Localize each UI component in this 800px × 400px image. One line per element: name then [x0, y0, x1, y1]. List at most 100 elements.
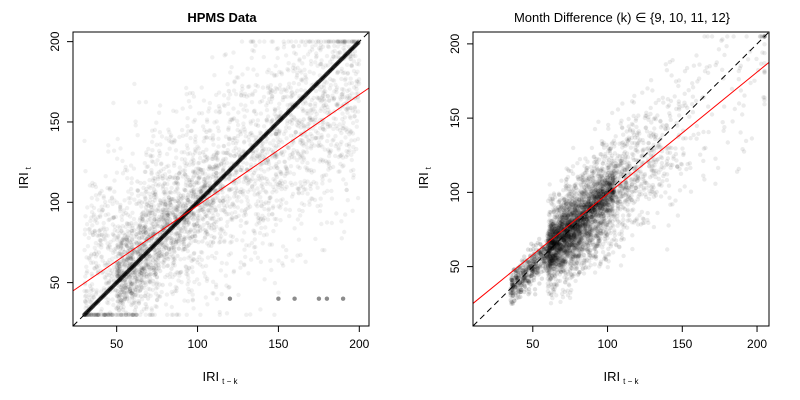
- data-point: [112, 189, 117, 194]
- data-point: [203, 154, 208, 159]
- data-point: [248, 312, 253, 317]
- data-point: [304, 76, 309, 82]
- data-point: [309, 141, 315, 146]
- data-point: [162, 180, 167, 186]
- data-point: [224, 311, 230, 316]
- data-point: [87, 226, 93, 232]
- data-point: [130, 151, 135, 156]
- data-point: [344, 142, 349, 148]
- data-point: [185, 268, 190, 273]
- data-point: [118, 205, 123, 210]
- data-point: [293, 39, 299, 44]
- data-point: [308, 58, 314, 64]
- data-point: [301, 117, 306, 122]
- data-point: [302, 187, 307, 192]
- data-point: [331, 54, 336, 59]
- data-point: [198, 189, 203, 194]
- data-point: [127, 214, 133, 219]
- data-point: [180, 174, 185, 179]
- data-point: [157, 182, 162, 187]
- data-point: [195, 213, 200, 219]
- data-point: [301, 149, 306, 154]
- data-point: [249, 184, 255, 189]
- data-point: [134, 240, 139, 246]
- data-point: [209, 156, 215, 161]
- data-point: [160, 183, 166, 188]
- data-point: [243, 220, 248, 226]
- data-point: [221, 144, 227, 149]
- data-point: [115, 156, 120, 161]
- data-point: [144, 201, 150, 207]
- data-point: [88, 253, 94, 259]
- data-point: [304, 150, 309, 155]
- data-point: [212, 73, 217, 78]
- data-point: [354, 83, 359, 89]
- data-point: [222, 239, 227, 245]
- data-point: [354, 118, 360, 124]
- data-point: [158, 162, 164, 167]
- data-point: [305, 179, 310, 184]
- data-point: [129, 252, 135, 257]
- data-point: [183, 182, 189, 188]
- data-point: [192, 279, 197, 285]
- data-point: [212, 235, 217, 240]
- data-point: [238, 102, 244, 107]
- data-point: [353, 109, 358, 115]
- data-point: [268, 195, 273, 200]
- data-point: [223, 209, 228, 215]
- data-point: [232, 80, 237, 85]
- data-point: [160, 173, 165, 178]
- data-point: [168, 189, 173, 195]
- data-point: [325, 110, 330, 116]
- data-point: [326, 167, 331, 172]
- data-point: [143, 312, 148, 317]
- data-point: [283, 207, 288, 212]
- data-point: [131, 312, 137, 317]
- data-point: [341, 39, 347, 44]
- data-point: [322, 79, 327, 84]
- data-point: [135, 133, 140, 138]
- data-point: [174, 155, 179, 160]
- data-point: [291, 44, 296, 49]
- data-point: [342, 229, 347, 235]
- data-point: [144, 186, 149, 192]
- data-point: [291, 80, 296, 86]
- data-point: [300, 208, 305, 214]
- data-point: [645, 210, 650, 216]
- data-point: [113, 287, 119, 293]
- data-point: [115, 299, 120, 304]
- data-point: [665, 97, 671, 102]
- y-axis-title: IRIt: [16, 166, 33, 189]
- data-point: [313, 101, 318, 106]
- data-point: [296, 43, 302, 49]
- data-point: [328, 83, 333, 88]
- data-point: [251, 188, 257, 193]
- data-point: [146, 280, 152, 285]
- data-point: [221, 229, 226, 234]
- data-point: [101, 195, 107, 201]
- data-point: [220, 198, 226, 204]
- data-point: [217, 309, 222, 315]
- data-point: [152, 213, 157, 218]
- data-point: [82, 247, 87, 253]
- data-point: [260, 176, 265, 181]
- data-point: [186, 255, 191, 260]
- data-point: [233, 186, 239, 191]
- data-point: [219, 227, 224, 233]
- data-point: [263, 225, 268, 230]
- data-point: [101, 220, 106, 226]
- data-point: [300, 106, 305, 111]
- data-point: [295, 164, 301, 169]
- data-point: [744, 34, 749, 39]
- data-point: [166, 246, 172, 251]
- data-point: [284, 254, 289, 260]
- data-point: [154, 120, 159, 125]
- data-point: [754, 56, 759, 62]
- data-point: [193, 134, 198, 139]
- data-point: [305, 145, 310, 150]
- data-point: [155, 297, 160, 303]
- data-point: [352, 114, 357, 119]
- data-point: [134, 284, 139, 289]
- data-point: [121, 304, 126, 310]
- data-point: [153, 162, 159, 167]
